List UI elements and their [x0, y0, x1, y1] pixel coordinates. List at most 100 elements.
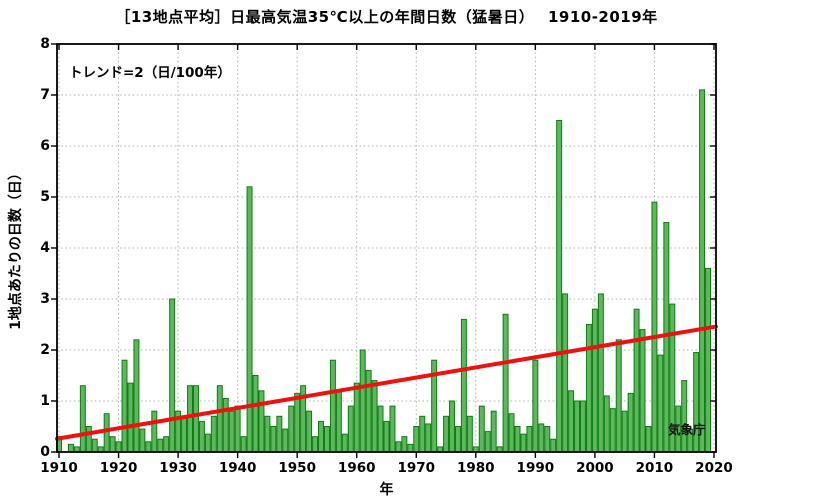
bar-1981	[478, 405, 485, 453]
bar-1923	[133, 339, 140, 453]
trend-line	[55, 324, 718, 441]
bar-1962	[365, 369, 372, 453]
bar-1950	[294, 392, 301, 453]
bar-1947	[276, 415, 283, 453]
bar-1982	[484, 431, 491, 453]
bar-1920	[115, 441, 122, 453]
bar-1991	[538, 423, 545, 453]
bar-1929	[169, 298, 176, 453]
bar-1925	[145, 441, 152, 453]
x-tick-label-2010: 2010	[635, 460, 674, 476]
bar-2015	[681, 380, 688, 453]
bar-1916	[91, 438, 98, 453]
bar-1971	[419, 415, 426, 453]
bar-1928	[163, 436, 170, 453]
bar-1932	[187, 385, 193, 453]
x-tick-label-1920: 1920	[99, 460, 138, 476]
bar-1985	[502, 313, 509, 453]
y-tick-label-6: 6	[40, 138, 50, 154]
x-tick-label-1990: 1990	[516, 460, 555, 476]
bar-1942	[246, 186, 253, 453]
bar-1937	[216, 385, 223, 453]
bar-1938	[222, 397, 229, 453]
x-tick-label-1910: 1910	[40, 460, 78, 476]
bar-1996	[568, 390, 575, 453]
bar-2009	[645, 426, 652, 453]
x-tick-label-1950: 1950	[278, 460, 316, 476]
y-tick-label-0: 0	[40, 444, 50, 460]
bar-1915	[85, 426, 92, 453]
bar-1961	[359, 349, 366, 453]
bar-1969	[407, 443, 414, 453]
bar-1956	[329, 359, 336, 453]
bar-1968	[401, 436, 408, 453]
x-tick-label-1960: 1960	[337, 460, 376, 476]
bar-2001	[597, 293, 604, 453]
bar-2007	[633, 308, 640, 453]
bar-2005	[621, 410, 628, 453]
bar-1940	[234, 405, 241, 453]
x-tick-label-2020: 2020	[695, 460, 733, 476]
bar-1967	[395, 441, 402, 453]
bar-1975	[443, 415, 450, 453]
bar-1952	[306, 410, 313, 453]
bar-1990	[532, 359, 539, 453]
bar-1995	[562, 293, 569, 453]
bar-1992	[544, 426, 551, 453]
bar-1977	[454, 426, 461, 453]
x-tick-label-1940: 1940	[218, 460, 257, 476]
bar-1960	[353, 382, 360, 453]
bar-1955	[323, 426, 330, 453]
bar-1944	[258, 390, 265, 453]
y-tick-label-3: 3	[40, 291, 50, 307]
x-tick-label-1930: 1930	[159, 460, 197, 476]
y-tick-label-2: 2	[40, 342, 50, 358]
x-tick-label-1970: 1970	[397, 460, 436, 476]
bar-1983	[490, 410, 497, 453]
bar-1964	[377, 405, 384, 453]
bar-1941	[240, 436, 247, 453]
bar-2006	[627, 392, 634, 453]
bar-1988	[520, 433, 527, 453]
bar-2019	[705, 267, 711, 453]
bar-1999	[585, 324, 592, 453]
bar-1976	[449, 400, 455, 453]
bar-1949	[288, 405, 295, 453]
bar-1957	[335, 390, 342, 453]
y-tick-label-4: 4	[40, 240, 50, 256]
bar-2004	[615, 339, 622, 453]
bar-1979	[466, 415, 473, 453]
bar-1927	[157, 438, 164, 453]
y-tick-label-5: 5	[40, 189, 50, 205]
bar-2003	[609, 408, 616, 453]
bar-1970	[413, 426, 420, 453]
bar-1966	[389, 405, 396, 453]
bar-1931	[181, 415, 188, 453]
bar-1948	[282, 428, 289, 453]
bar-2011	[657, 354, 664, 453]
bar-2002	[603, 395, 610, 453]
y-tick-label-1: 1	[40, 393, 50, 409]
y-tick-label-8: 8	[40, 36, 50, 52]
bar-1924	[139, 428, 146, 453]
bar-1987	[514, 426, 521, 453]
bar-1912	[67, 443, 74, 453]
trend-annotation: トレンド=2（日/100年）	[69, 65, 231, 81]
bar-1934	[198, 420, 205, 453]
bar-1914	[79, 385, 86, 453]
bar-1946	[270, 426, 277, 453]
bar-1919	[109, 436, 116, 453]
bar-1918	[103, 413, 110, 453]
chart-title: ［13地点平均］日最高気温35℃以上の年間日数（猛暑日） 1910-2019年	[115, 8, 658, 26]
bar-1943	[252, 375, 259, 453]
bar-1953	[312, 436, 319, 453]
bar-2018	[699, 89, 706, 453]
bar-1997	[574, 400, 581, 453]
bar-1989	[526, 426, 533, 453]
agency-watermark: 気象庁	[668, 422, 706, 437]
bar-1935	[204, 433, 211, 453]
bar-1965	[383, 420, 390, 453]
bar-1945	[264, 415, 271, 453]
bar-1954	[318, 420, 324, 453]
